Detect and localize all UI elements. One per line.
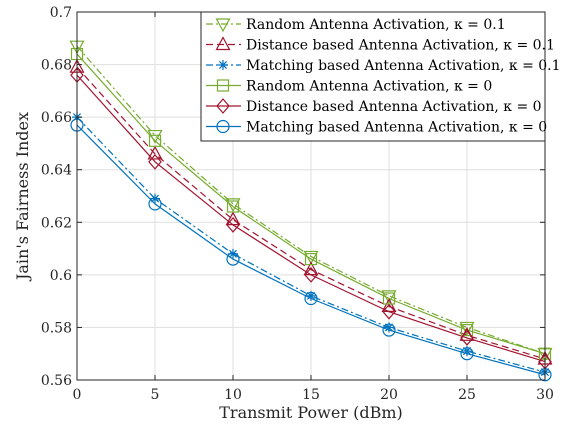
y-axis-label: Jain's Fairness Index bbox=[13, 112, 32, 282]
data-point-series-3 bbox=[150, 193, 160, 204]
legend-entry-2: Distance based Antenna Activation, κ = 0… bbox=[246, 38, 555, 54]
legend-marker-3 bbox=[218, 60, 228, 70]
data-point-series-3 bbox=[462, 346, 472, 357]
axis-ticks: 0 5 10 15 20 25 30 0.56 0.58 0.6 0.62 0.64 0.66 0.68 0… bbox=[41, 5, 554, 403]
x-tick-label: 30 bbox=[536, 387, 554, 403]
x-tick-label: 10 bbox=[224, 387, 242, 403]
data-point-series-1 bbox=[303, 250, 319, 265]
x-tick-label: 5 bbox=[151, 387, 160, 403]
y-tick-label: 0.64 bbox=[41, 163, 72, 179]
data-point-series-6 bbox=[148, 197, 162, 211]
y-tick-label: 0.58 bbox=[41, 320, 72, 336]
data-point-series-3 bbox=[306, 290, 316, 301]
data-point-series-2 bbox=[381, 298, 397, 312]
data-point-series-4 bbox=[148, 134, 162, 147]
data-point-series-4 bbox=[226, 200, 240, 213]
x-tick-label: 25 bbox=[458, 387, 476, 403]
series-line-1 bbox=[76, 45, 546, 355]
data-point-series-3 bbox=[384, 322, 394, 333]
data-point-series-1 bbox=[225, 198, 241, 213]
legend-entry-1: Random Antenna Activation, κ = 0.1 bbox=[246, 17, 506, 33]
data-point-series-5 bbox=[148, 153, 162, 170]
data-point-series-1 bbox=[459, 321, 475, 336]
legend-entry-3: Matching based Antenna Activation, κ = 0… bbox=[246, 58, 561, 74]
data-point-series-2 bbox=[303, 261, 319, 276]
legend-marker-4 bbox=[216, 79, 230, 92]
data-point-series-1 bbox=[381, 290, 397, 305]
data-point-series-5 bbox=[304, 266, 318, 283]
data-point-series-5 bbox=[382, 303, 396, 320]
data-point-series-5 bbox=[460, 330, 474, 346]
y-tick-label: 0.56 bbox=[41, 373, 72, 389]
data-point-series-1 bbox=[147, 129, 163, 144]
legend: Random Antenna Activation, κ = 0.1 Distan… bbox=[200, 11, 561, 142]
legend-marker-1 bbox=[215, 18, 231, 33]
x-tick-label: 0 bbox=[73, 387, 82, 403]
y-tick-label: 0.62 bbox=[41, 215, 72, 231]
data-point-series-2 bbox=[225, 211, 241, 226]
data-point-series-4 bbox=[460, 323, 474, 337]
data-point-series-6 bbox=[226, 252, 240, 266]
data-point-series-5 bbox=[226, 216, 240, 233]
y-tick-label: 0.68 bbox=[41, 58, 72, 74]
data-point-series-3 bbox=[228, 248, 238, 259]
legend-entry-5: Distance based Antenna Activation, κ = 0 bbox=[246, 99, 542, 115]
y-tick-label: 0.7 bbox=[50, 5, 72, 21]
data-point-series-6 bbox=[460, 347, 474, 361]
legend-entry-6: Matching based Antenna Activation, κ = 0 bbox=[246, 120, 547, 136]
data-point-series-2 bbox=[147, 145, 163, 160]
data-point-series-6 bbox=[304, 291, 318, 306]
legend-box bbox=[200, 11, 546, 142]
y-tick-label: 0.6 bbox=[50, 268, 72, 284]
legend-marker-5 bbox=[216, 98, 230, 114]
x-tick-label: 15 bbox=[302, 387, 320, 403]
x-axis-label: Transmit Power (dBm) bbox=[219, 403, 402, 422]
y-tick-label: 0.66 bbox=[41, 110, 72, 126]
data-point-series-6 bbox=[382, 323, 396, 337]
x-tick-label: 20 bbox=[380, 387, 398, 403]
legend-marker-6 bbox=[216, 119, 230, 134]
data-point-series-4 bbox=[304, 252, 318, 266]
legend-marker-2 bbox=[215, 36, 231, 51]
legend-entry-4: Random Antenna Activation, κ = 0 bbox=[246, 79, 492, 95]
